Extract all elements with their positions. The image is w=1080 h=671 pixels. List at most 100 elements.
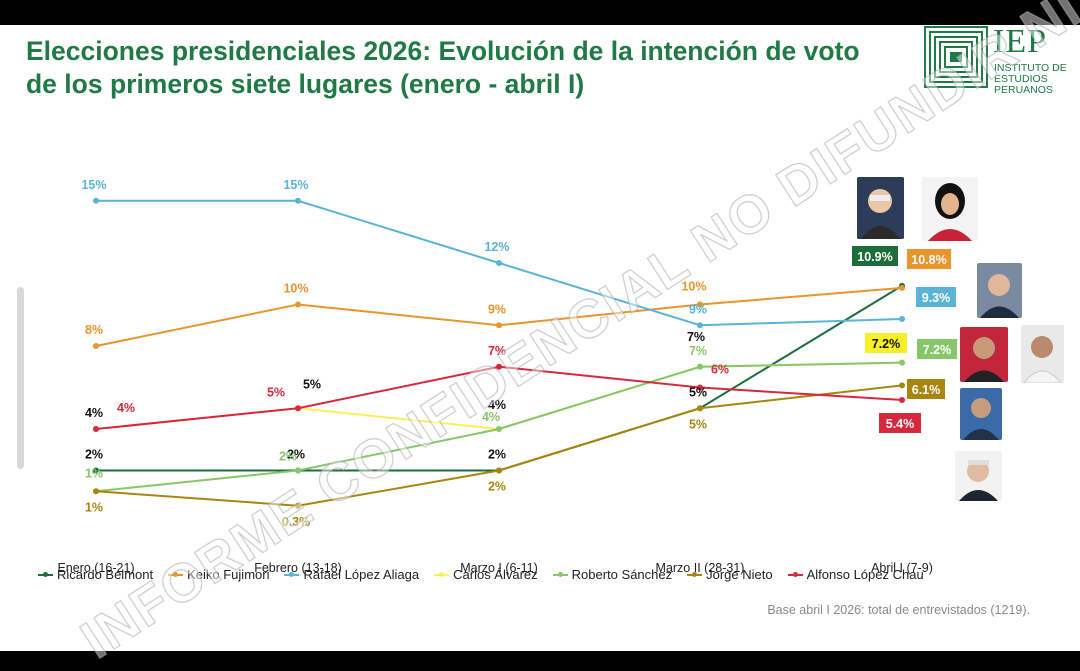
data-label: 4% — [482, 410, 500, 424]
data-point — [93, 467, 99, 474]
data-point — [295, 405, 301, 412]
data-point — [496, 467, 502, 474]
data-point — [93, 197, 99, 204]
data-label: 2% — [85, 448, 103, 462]
candidate-photo-sanchez — [1021, 325, 1064, 383]
legend-label: Carlos Álvarez — [453, 567, 538, 582]
data-label: 4% — [85, 406, 103, 420]
legend-swatch — [787, 571, 803, 577]
legend-swatch — [552, 571, 568, 577]
scrollbar-handle[interactable] — [17, 287, 24, 469]
logo-line-1: INSTITUTO DE — [994, 62, 1067, 74]
data-label: 9% — [488, 302, 506, 316]
end-value-label: 9.3% — [922, 291, 951, 305]
end-label-box — [852, 246, 898, 266]
chart-legend: Ricardo Belmont Keiko Fujimori Rafael Lópe… — [38, 567, 939, 582]
data-label: 7% — [689, 344, 707, 358]
candidate-photo-nieto — [955, 451, 1002, 501]
logo-line-2: ESTUDIOS — [994, 73, 1048, 85]
data-label: 2% — [287, 448, 305, 462]
data-label: 7% — [687, 330, 705, 344]
data-point — [697, 363, 703, 370]
data-point — [697, 405, 703, 412]
data-point — [93, 488, 99, 495]
legend-item: Carlos Álvarez — [434, 567, 538, 582]
end-label-box — [916, 287, 956, 307]
data-label: 4% — [488, 398, 506, 412]
data-label: 7% — [488, 344, 506, 358]
x-tick-label: Marzo II (28-31) — [656, 561, 745, 575]
end-value-label: 10.9% — [857, 250, 892, 264]
data-label: 5% — [267, 385, 285, 399]
end-label-box — [865, 333, 907, 353]
legend-swatch — [38, 571, 53, 577]
legend-item: Roberto Sánchez — [552, 567, 673, 582]
legend-item: Jorge Nieto — [687, 567, 773, 582]
data-label: 12% — [484, 240, 509, 254]
data-point — [295, 301, 301, 308]
data-point — [899, 284, 905, 291]
end-label-box — [907, 379, 945, 399]
legend-label: Jorge Nieto — [706, 567, 773, 582]
iep-logo: IEP INSTITUTO DE ESTUDIOS PERUANOS — [924, 23, 1074, 96]
series-line — [95, 286, 903, 347]
legend-item: Keiko Fujimori — [168, 567, 269, 582]
data-point — [697, 384, 703, 391]
data-label: 5% — [303, 377, 321, 391]
chart-title: Elecciones presidenciales 2026: Evolució… — [26, 36, 860, 99]
data-point — [496, 363, 502, 370]
candidate-photo-belmont — [857, 177, 904, 239]
legend-item: Rafael López Aliaga — [284, 567, 419, 582]
data-point — [899, 316, 905, 323]
data-label: 9% — [689, 302, 707, 316]
data-point — [496, 260, 502, 266]
data-label: 1% — [85, 500, 103, 514]
data-point — [899, 359, 905, 366]
iep-logo-mark — [924, 26, 988, 88]
candidate-photo-lopez-chau — [960, 388, 1002, 440]
legend-label: Roberto Sánchez — [571, 567, 673, 582]
x-tick-label: Abril I (7-9) — [871, 561, 933, 575]
data-label: 1% — [85, 466, 103, 480]
data-label: 6% — [711, 363, 729, 377]
logo-line-3: PERUANOS — [994, 84, 1053, 96]
end-value-label: 7.2% — [923, 343, 952, 357]
x-tick-label: Marzo I (6-11) — [460, 561, 538, 575]
data-label: 0.3% — [282, 515, 311, 529]
data-label: 15% — [81, 178, 106, 192]
end-value-label: 6.1% — [912, 383, 941, 397]
legend-item: Ricardo Belmont — [38, 567, 153, 582]
end-value-label: 5.4% — [886, 417, 915, 431]
candidate-photo-fujimori — [922, 177, 978, 241]
data-label: 15% — [283, 178, 308, 192]
data-point — [295, 467, 301, 474]
legend-label: Rafael López Aliaga — [303, 567, 420, 582]
data-point — [899, 382, 905, 389]
data-point — [697, 301, 703, 308]
data-point — [697, 322, 703, 329]
end-label-box — [907, 249, 951, 269]
data-label: 5% — [689, 417, 707, 431]
data-point — [496, 426, 502, 432]
candidate-photo-alvarez — [960, 327, 1008, 382]
data-label: 2% — [488, 448, 506, 462]
legend-swatch — [434, 571, 450, 577]
legend-swatch — [687, 571, 703, 577]
base-note: Base abril I 2026: total de entrevistado… — [767, 603, 1030, 617]
logo-wordmark: IEP — [993, 23, 1047, 60]
legend-label: Ricardo Belmont — [57, 567, 154, 582]
data-label: 2% — [488, 480, 506, 494]
data-point — [295, 502, 301, 509]
data-label: 4% — [117, 401, 135, 415]
x-tick-label: Febrero (13-18) — [254, 561, 342, 575]
data-label: 2% — [279, 450, 297, 464]
end-label-box — [917, 339, 957, 359]
data-point — [295, 197, 301, 204]
legend-label: Alfonso López Chau — [806, 567, 924, 582]
end-label-box — [879, 413, 921, 433]
end-value-label: 7.2% — [872, 337, 901, 351]
data-label: 8% — [85, 323, 103, 337]
end-value-label: 10.8% — [911, 253, 946, 267]
data-point — [899, 396, 905, 403]
